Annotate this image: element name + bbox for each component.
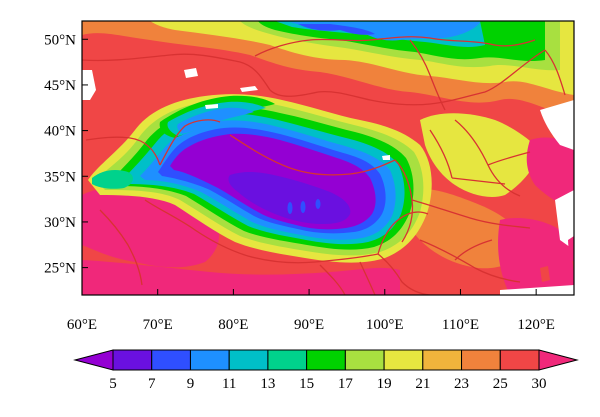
colorbar-label: 25 bbox=[493, 376, 508, 392]
colorbar-box bbox=[306, 349, 346, 371]
lake-caspian bbox=[82, 70, 96, 100]
colorbar-box bbox=[422, 349, 463, 371]
y-tick-label: 30°N bbox=[44, 215, 76, 231]
x-axis: 60°E 70°E 80°E 90°E 100°E 110°E 120°E bbox=[67, 289, 555, 333]
colorbar-label: 30 bbox=[532, 376, 547, 392]
lake-qinghai bbox=[382, 155, 390, 160]
x-tick-label: 120°E bbox=[517, 317, 555, 333]
field-plateau-violet bbox=[228, 172, 351, 224]
lake-balkhash bbox=[240, 86, 258, 92]
colorbar-label: 17 bbox=[338, 376, 354, 392]
field-south-magenta bbox=[82, 260, 400, 295]
colorbar-box bbox=[499, 349, 540, 371]
field-west-green bbox=[92, 170, 133, 189]
colorbar-label: 23 bbox=[454, 376, 469, 392]
field-spot bbox=[300, 201, 306, 213]
colorbar-label: 5 bbox=[109, 376, 117, 392]
colorbar-label: 13 bbox=[260, 376, 275, 392]
island-taiwan bbox=[568, 236, 574, 262]
colorbar-high-triangle bbox=[538, 349, 579, 371]
colorbar-label: 7 bbox=[148, 376, 156, 392]
colorbar-box bbox=[344, 349, 385, 371]
colorbar-box bbox=[228, 349, 269, 371]
map-panel bbox=[82, 21, 574, 295]
colorbar-box bbox=[112, 349, 153, 371]
field-east-magenta bbox=[526, 137, 574, 210]
field-spot bbox=[287, 202, 293, 214]
x-tick-label: 60°E bbox=[67, 317, 97, 333]
colorbar-label: 19 bbox=[377, 376, 392, 392]
island-hainan bbox=[540, 266, 550, 282]
map-frame bbox=[81, 20, 575, 296]
lake-aral bbox=[184, 68, 198, 78]
y-tick-label: 50°N bbox=[44, 32, 76, 48]
colorbar-box bbox=[267, 349, 308, 371]
y-tick-label: 35°N bbox=[44, 169, 76, 185]
colorbar-label: 21 bbox=[415, 376, 430, 392]
y-tick-label: 45°N bbox=[44, 78, 76, 94]
sea-east-china bbox=[555, 190, 574, 250]
colorbar: 5 7 9 11 13 15 17 19 21 23 25 30 bbox=[73, 349, 579, 392]
sea-south-china bbox=[500, 285, 574, 295]
field-spot bbox=[315, 199, 321, 209]
colorbar-low-triangle bbox=[73, 349, 114, 371]
colorbar-box bbox=[383, 349, 424, 371]
boundary-lines bbox=[82, 36, 566, 295]
x-tick-label: 80°E bbox=[218, 317, 248, 333]
x-tick-label: 70°E bbox=[143, 317, 173, 333]
x-tick-label: 100°E bbox=[366, 317, 404, 333]
colorbar-label: 9 bbox=[187, 376, 195, 392]
colorbar-box bbox=[189, 349, 230, 371]
x-tick-label: 90°E bbox=[294, 317, 324, 333]
colorbar-label: 11 bbox=[222, 376, 236, 392]
sea-yellow bbox=[540, 100, 574, 150]
y-tick-label: 25°N bbox=[44, 261, 76, 277]
field-southeast-magenta bbox=[498, 218, 574, 295]
y-axis: 25°N 30°N 35°N 40°N 45°N 50°N bbox=[44, 32, 88, 277]
x-tick-label: 110°E bbox=[442, 317, 479, 333]
colorbar-box bbox=[461, 349, 501, 371]
field-east-yellow bbox=[420, 113, 540, 197]
lake-issyk bbox=[205, 104, 218, 109]
colorbar-label: 15 bbox=[299, 376, 314, 392]
y-tick-label: 40°N bbox=[44, 124, 76, 140]
colorbar-box bbox=[151, 349, 191, 371]
field-north-darkblue bbox=[298, 24, 375, 35]
